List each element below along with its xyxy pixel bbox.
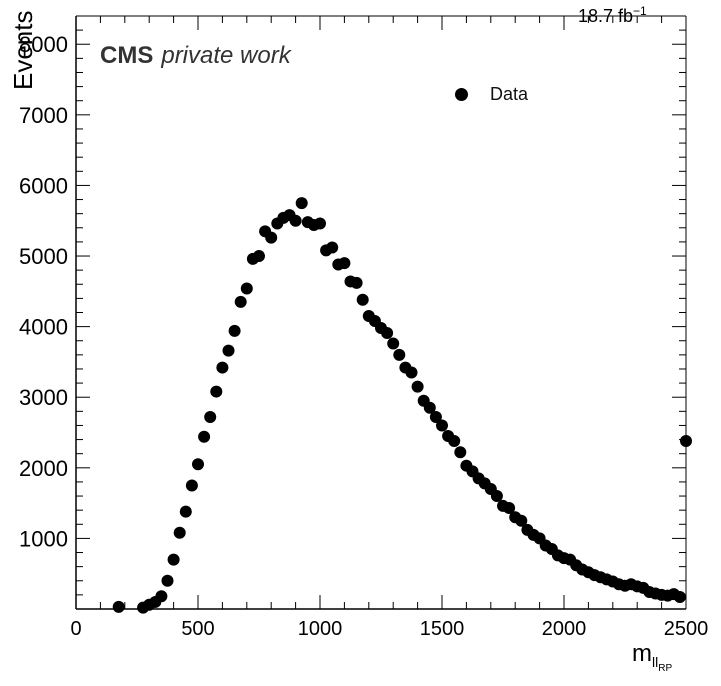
data-point bbox=[204, 410, 217, 423]
data-point bbox=[680, 434, 692, 447]
data-point bbox=[216, 361, 229, 374]
data-point bbox=[295, 197, 308, 210]
y-tick-label: 4000 bbox=[19, 315, 68, 340]
data-point bbox=[454, 446, 467, 459]
x-tick-label: 1000 bbox=[298, 618, 343, 640]
y-tick-label: 6000 bbox=[19, 173, 68, 198]
data-point bbox=[253, 250, 265, 263]
x-tick-label: 0 bbox=[70, 618, 81, 640]
data-point bbox=[393, 348, 406, 361]
cms-label: CMS private work bbox=[100, 42, 291, 70]
x-tick-label: 2500 bbox=[664, 618, 709, 640]
y-tick-label: 3000 bbox=[19, 385, 68, 410]
data-point bbox=[161, 574, 174, 587]
data-point bbox=[490, 490, 503, 503]
legend-label: Data bbox=[490, 84, 529, 104]
data-point bbox=[179, 505, 192, 518]
data-point bbox=[314, 217, 326, 230]
data-point bbox=[503, 502, 516, 515]
data-point bbox=[265, 231, 278, 244]
data-point bbox=[155, 590, 168, 603]
data-point bbox=[448, 434, 461, 447]
x-tick-label: 500 bbox=[181, 618, 214, 640]
y-tick-label: 1000 bbox=[19, 526, 68, 551]
data-point bbox=[210, 385, 223, 398]
data-point bbox=[387, 337, 400, 350]
data-point bbox=[350, 276, 363, 289]
x-axis-label: mllRP bbox=[632, 640, 673, 674]
data-point bbox=[198, 430, 211, 443]
data-point bbox=[326, 241, 339, 254]
data-point bbox=[411, 380, 424, 393]
legend: Data bbox=[455, 84, 528, 105]
x-tick-label: 1500 bbox=[420, 618, 465, 640]
y-tick-label: 2000 bbox=[19, 456, 68, 481]
data-point bbox=[405, 366, 418, 379]
data-point bbox=[228, 324, 241, 337]
data-point bbox=[234, 295, 247, 308]
data-point bbox=[338, 257, 351, 270]
data-point bbox=[289, 214, 302, 227]
data-point bbox=[222, 344, 235, 357]
y-tick-label: 5000 bbox=[19, 244, 68, 269]
data-point bbox=[381, 326, 394, 339]
y-tick-label: 8000 bbox=[19, 32, 68, 57]
data-point bbox=[167, 553, 180, 566]
data-point bbox=[436, 419, 448, 432]
data-point bbox=[429, 410, 442, 423]
cms-subtitle: private work bbox=[161, 42, 291, 69]
data-point bbox=[673, 590, 686, 603]
data-point bbox=[423, 401, 436, 414]
data-point bbox=[356, 293, 369, 306]
legend-marker-icon bbox=[455, 88, 468, 101]
data-point bbox=[112, 600, 125, 613]
data-point bbox=[192, 458, 204, 471]
data-point bbox=[173, 526, 186, 539]
cms-title: CMS bbox=[100, 42, 154, 69]
x-tick-label: 2000 bbox=[542, 618, 587, 640]
data-point bbox=[515, 514, 528, 527]
data-point bbox=[185, 479, 198, 492]
data-point bbox=[240, 282, 253, 295]
y-tick-label: 7000 bbox=[19, 103, 68, 128]
